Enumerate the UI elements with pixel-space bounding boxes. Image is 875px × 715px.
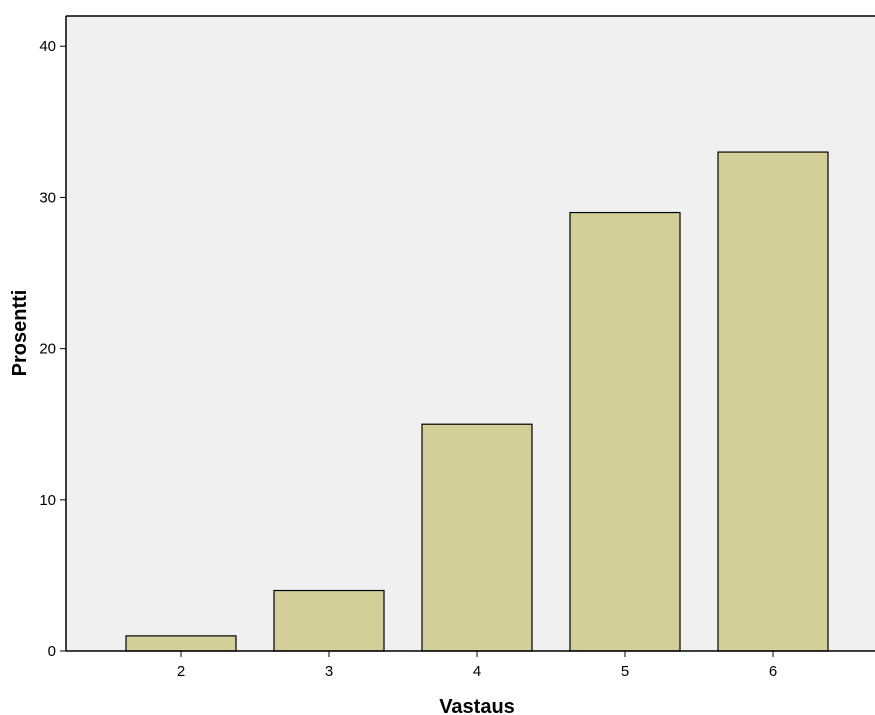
x-tick-label: 3	[325, 663, 333, 680]
bar-6	[717, 151, 829, 652]
bars-group	[125, 151, 829, 652]
x-axis-title: Vastaus	[439, 696, 515, 715]
y-tick-label: 10	[39, 492, 56, 509]
y-axis-ticks: 0 10 20 30 40	[39, 38, 66, 660]
bar-4	[421, 423, 533, 652]
x-tick-label: 6	[769, 663, 777, 680]
x-tick-label: 4	[473, 663, 481, 680]
y-tick-label: 0	[48, 643, 56, 660]
x-axis-ticks: 2 3 4 5 6	[177, 651, 777, 680]
y-tick-label: 30	[39, 189, 56, 206]
bar-2	[125, 635, 237, 652]
bar-5	[569, 211, 681, 652]
x-tick-label: 2	[177, 663, 185, 680]
bar-3	[273, 589, 385, 652]
y-tick-label: 20	[39, 341, 56, 358]
y-axis-title: Prosentti	[9, 290, 31, 377]
y-tick-label: 40	[39, 38, 56, 55]
x-tick-label: 5	[621, 663, 629, 680]
